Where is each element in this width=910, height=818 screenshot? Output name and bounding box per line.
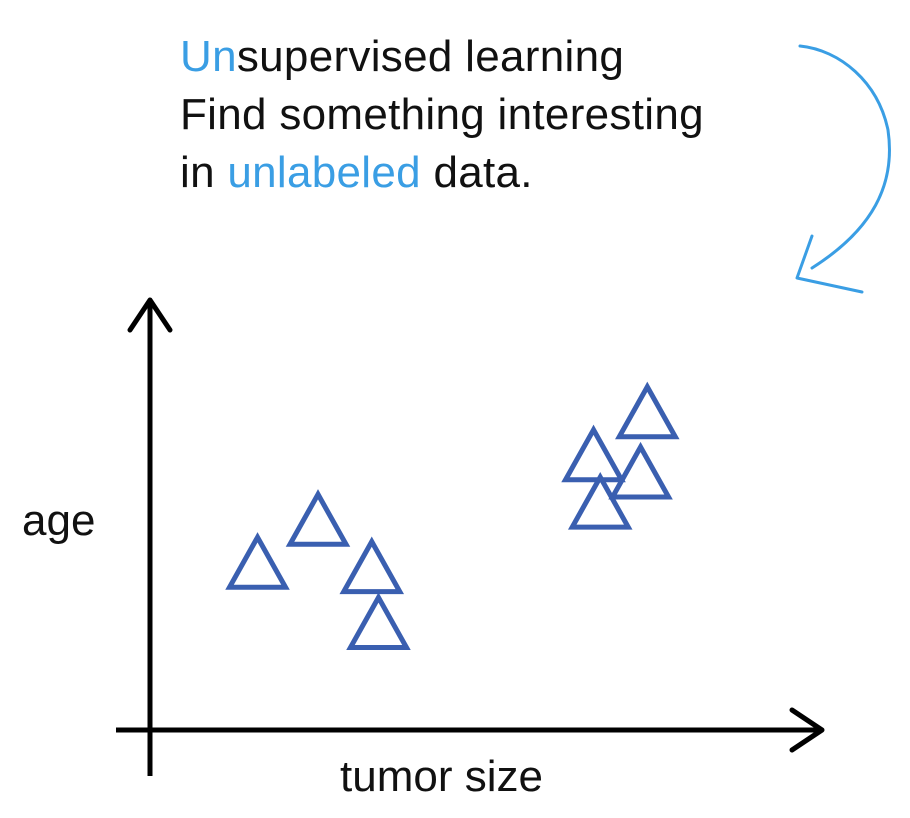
triangle-data-point [608, 441, 673, 500]
title-accent-un: Un [180, 32, 237, 81]
slide-title: Unsupervised learning Find something int… [180, 28, 704, 202]
title-line-2: Find something interesting [180, 90, 704, 139]
title-line-3: in unlabeled data. [180, 144, 704, 202]
y-axis-arrowhead [127, 297, 173, 333]
triangle-data-point [285, 489, 351, 547]
triangle-data-point [225, 532, 290, 590]
title-line-1-rest: supervised learning [236, 32, 625, 81]
title-line-1: Unsupervised learning [180, 28, 704, 86]
y-axis-label: age [22, 496, 96, 545]
curved-arrow-head-icon [795, 234, 864, 294]
title-accent-unlabeled: unlabeled [227, 148, 421, 197]
data-points [225, 381, 680, 650]
title-line-3-pre: in [180, 148, 228, 197]
triangle-data-point [615, 381, 680, 440]
triangle-data-point [339, 536, 405, 595]
title-line-3-post: data. [420, 148, 533, 197]
curved-arrow-icon [798, 44, 891, 270]
triangle-data-point [567, 471, 633, 530]
triangle-data-point [561, 424, 626, 483]
x-axis-arrowhead [789, 707, 825, 753]
x-axis-label: tumor size [340, 752, 543, 801]
triangle-data-point [346, 592, 411, 650]
